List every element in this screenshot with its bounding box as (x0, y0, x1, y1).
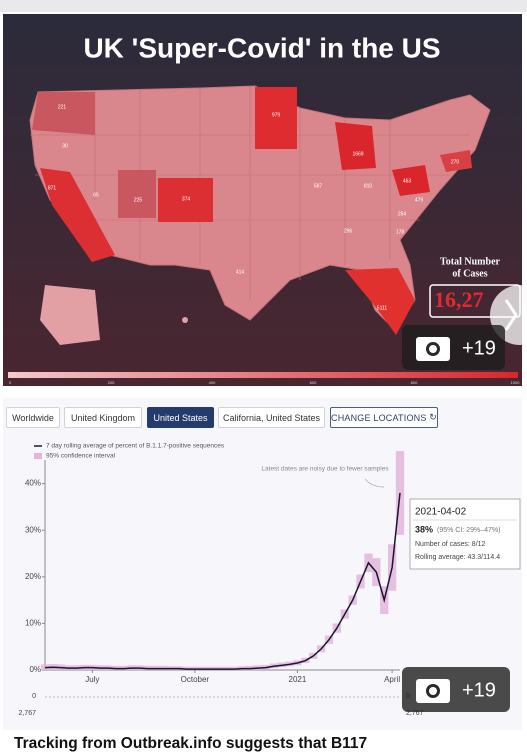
state-label: 479 (415, 197, 424, 203)
state-label: 374 (182, 196, 191, 202)
sample-label: 2,767 (406, 710, 424, 717)
state-mn (255, 87, 297, 149)
tooltip-value: 38% (415, 524, 433, 534)
top-strip (0, 0, 527, 12)
state-wa (32, 92, 95, 135)
legend-label: 7 day rolling average of percent of B.1.… (46, 443, 225, 450)
state-label: 587 (314, 183, 323, 189)
caption: Tracking from Outbreak.info suggests tha… (14, 735, 368, 752)
state-label: 30 (62, 143, 68, 149)
x-tick-label: April (384, 675, 400, 684)
photo-count: +19 (462, 679, 496, 701)
scale-bar (8, 372, 518, 378)
change-locations-label: CHANGE LOCATIONS (331, 412, 427, 423)
state-mi (335, 122, 376, 170)
y-tick-label: 0% (29, 665, 41, 674)
state-label: 810 (364, 183, 373, 189)
state-ca (40, 168, 115, 262)
state-label: 254 (398, 211, 407, 217)
tooltip (409, 498, 521, 570)
scale-labels: 0 200 400 600 800 1000 (9, 380, 520, 385)
annotation: Latest dates are noisy due to fewer samp… (261, 466, 389, 473)
tooltip-cases: Number of cases: 8/12 (415, 541, 486, 548)
line-chart: 7 day rolling average of percent of B.1.… (18, 443, 521, 717)
x-tick-label: 2021 (289, 675, 307, 684)
legend-title: of Cases (452, 268, 487, 279)
state-label: 225 (134, 197, 143, 203)
annotation-arrow (364, 478, 385, 488)
state-co (158, 178, 213, 222)
map-title: UK 'Super-Covid' in the US (83, 32, 440, 63)
y-tick-label: 40% (25, 479, 41, 488)
legend-label: 95% confidence interval (46, 453, 116, 460)
state-fl (345, 268, 415, 335)
state-hi (182, 317, 188, 323)
map-panel: UK 'Super-Covid' in the US 221 979 1669 871… (0, 0, 527, 386)
state-label: 979 (272, 112, 281, 118)
tab[interactable]: United States (147, 407, 214, 428)
total-value: 16,27 (434, 287, 484, 312)
line (44, 492, 401, 670)
state-ma (440, 150, 472, 172)
camera-lens-inner (429, 687, 437, 695)
scale-label: 1000 (511, 380, 521, 385)
tab[interactable]: California, United States (218, 407, 325, 428)
state-label: 871 (48, 185, 57, 191)
tooltip-rolling: Rolling average: 43.3/114.4 (415, 554, 500, 561)
next-arrow (504, 299, 518, 331)
tooltip-ci: (95% CI: 29%–47%) (437, 527, 500, 534)
legend-title: Total Number (440, 256, 500, 267)
y-tick-label: 30% (25, 525, 41, 534)
state-label: 296 (344, 228, 353, 234)
tooltip-date: 2021-04-02 (415, 507, 467, 518)
tab[interactable]: Worldwide (6, 407, 60, 428)
state-label: 65 (93, 192, 99, 198)
state-label: 463 (403, 178, 412, 184)
legend-swatch (34, 453, 42, 459)
y-tick-label: 10% (25, 619, 41, 628)
scale-label: 400 (209, 380, 216, 385)
sample-label: 2,767 (18, 710, 36, 717)
state-label: 5111 (377, 305, 388, 311)
state-ut (118, 170, 156, 218)
map-labels: 221 979 1669 871 374 414 5111 463 479 270 254 178 29… (48, 104, 460, 311)
state-label: 1669 (352, 151, 363, 157)
state-label: 270 (451, 159, 460, 165)
photo-count: +19 (462, 337, 496, 359)
state-md (392, 165, 430, 196)
tab[interactable]: United Kingdom (64, 407, 142, 428)
scale-label: 800 (411, 380, 418, 385)
scale-label: 0 (9, 380, 12, 385)
scale-label: 200 (108, 380, 115, 385)
x-tick-label: July (85, 675, 99, 684)
state-ak (40, 285, 100, 345)
x-tick-label: October (181, 675, 210, 684)
y-tick-label: 20% (25, 572, 41, 581)
scale-label: 600 (310, 380, 317, 385)
state-label: 178 (396, 229, 405, 235)
state-label: 414 (236, 269, 245, 275)
ci-band (395, 451, 405, 535)
sample-label: 0 (32, 693, 36, 700)
change-locations[interactable]: CHANGE LOCATIONS ↻ (330, 407, 438, 428)
state-label: 221 (58, 104, 67, 110)
